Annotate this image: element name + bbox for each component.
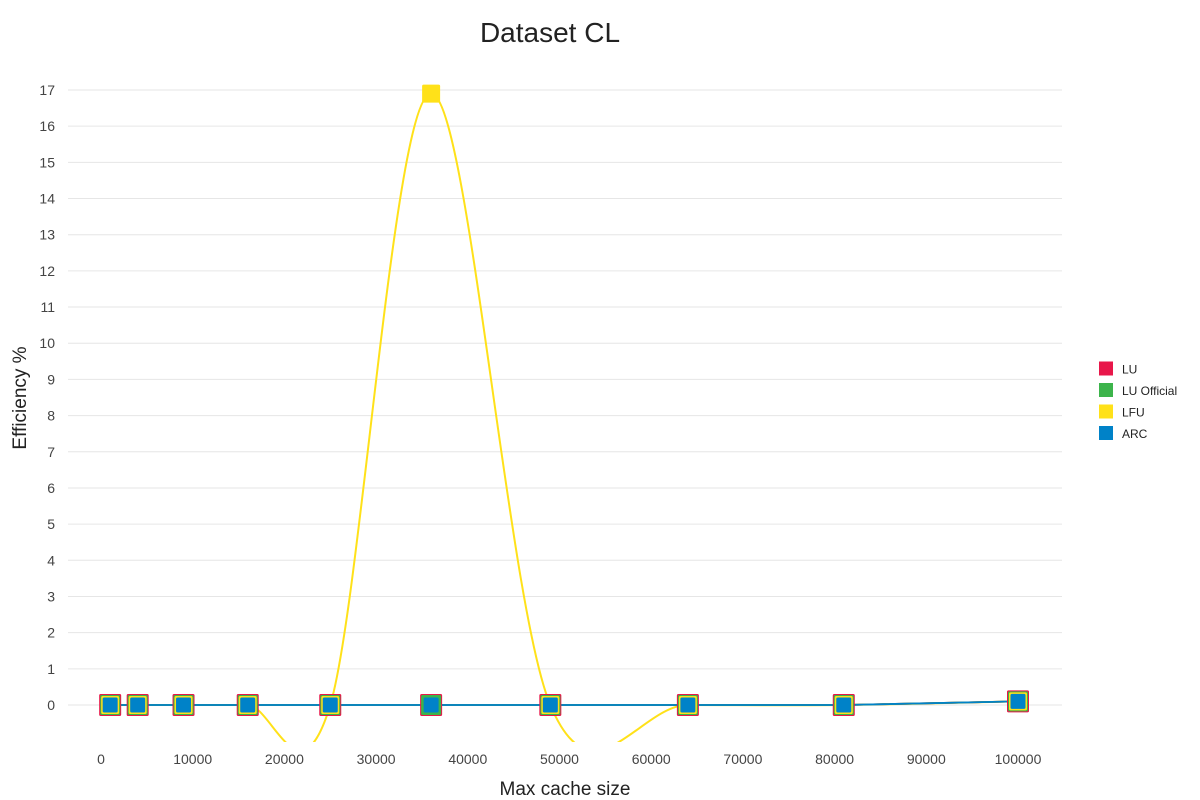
legend-label-lu-official[interactable]: LU Official <box>1122 384 1177 398</box>
series-line-lfu <box>110 92 1019 742</box>
y-tick-label: 10 <box>39 335 55 351</box>
x-tick-label: 20000 <box>265 751 304 767</box>
legend-swatch-lu[interactable] <box>1099 361 1113 376</box>
marker-arc[interactable] <box>322 697 338 713</box>
y-tick-label: 0 <box>47 697 55 713</box>
x-tick-label: 60000 <box>632 751 671 767</box>
series-line-arc <box>110 700 1019 706</box>
y-tick-label: 4 <box>47 552 55 568</box>
y-tick-label: 12 <box>39 263 55 279</box>
x-tick-label: 10000 <box>173 751 212 767</box>
marker-arc[interactable] <box>240 697 256 713</box>
y-tick-label: 13 <box>39 227 55 243</box>
x-axis-title: Max cache size <box>500 779 631 800</box>
y-tick-label: 1 <box>47 661 55 677</box>
legend-label-lu[interactable]: LU <box>1122 363 1137 377</box>
x-tick-label: 100000 <box>995 751 1042 767</box>
y-tick-label: 8 <box>47 408 55 424</box>
marker-arc[interactable] <box>680 697 696 713</box>
y-tick-label: 7 <box>47 444 55 460</box>
x-tick-label: 80000 <box>815 751 854 767</box>
y-tick-label: 9 <box>47 371 55 387</box>
marker-arc[interactable] <box>1010 693 1026 709</box>
y-tick-label: 3 <box>47 588 55 604</box>
y-tick-label: 15 <box>39 154 55 170</box>
x-tick-label: 70000 <box>723 751 762 767</box>
marker-arc[interactable] <box>542 697 558 713</box>
series-markers <box>99 84 1029 716</box>
legend-label-lfu[interactable]: LFU <box>1122 406 1145 420</box>
y-tick-label: 17 <box>39 82 55 98</box>
x-tick-label: 90000 <box>907 751 946 767</box>
x-tick-label: 40000 <box>448 751 487 767</box>
legend-swatch-lu-official[interactable] <box>1099 383 1113 397</box>
x-axis-ticks: 0 10000 20000 30000 40000 50000 60000 70000 8000… <box>97 751 1041 767</box>
legend-label-arc[interactable]: ARC <box>1122 427 1148 441</box>
marker-arc[interactable] <box>102 697 118 713</box>
x-tick-label: 50000 <box>540 751 579 767</box>
marker-arc[interactable] <box>176 697 192 713</box>
x-tick-label: 0 <box>97 751 105 767</box>
legend-swatch-lfu[interactable] <box>1099 404 1113 419</box>
y-tick-label: 5 <box>47 516 55 532</box>
chart-title: Dataset CL <box>480 17 620 48</box>
series-lines <box>110 92 1019 742</box>
legend-swatch-arc[interactable] <box>1099 426 1113 440</box>
grid-lines <box>68 89 1062 706</box>
y-axis-title: Efficiency % <box>10 346 31 449</box>
marker-arc[interactable] <box>836 697 852 713</box>
y-tick-label: 6 <box>47 480 55 496</box>
marker-arc[interactable] <box>423 697 439 713</box>
legend: LU LU Official LFU ARC <box>1099 361 1177 441</box>
x-tick-label: 30000 <box>357 751 396 767</box>
marker-lfu[interactable] <box>422 84 441 103</box>
marker-arc[interactable] <box>130 697 146 713</box>
y-tick-label: 11 <box>40 299 55 315</box>
y-tick-label: 16 <box>39 118 55 134</box>
y-tick-label: 14 <box>39 191 55 207</box>
y-tick-label: 2 <box>47 625 55 641</box>
